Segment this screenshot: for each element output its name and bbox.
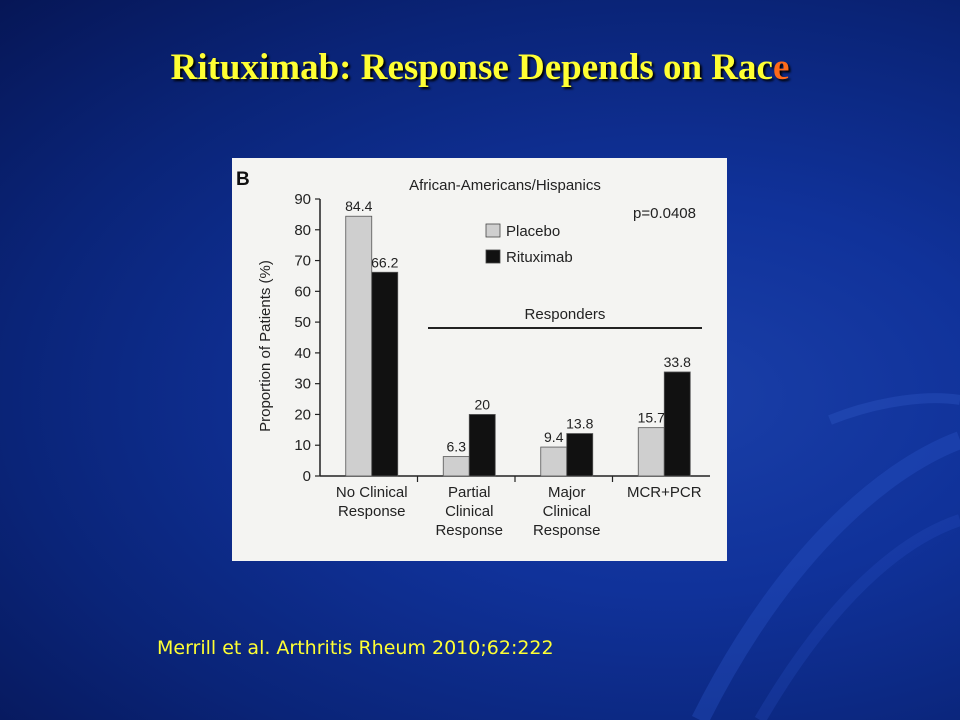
bar-rituximab-3 <box>663 371 691 477</box>
legend: Placebo Rituximab <box>485 223 573 266</box>
bars <box>345 215 691 477</box>
value-label: 15.7 <box>638 410 665 426</box>
bar-rituximab-0 <box>371 271 399 477</box>
chart-title: African-Americans/Hispanics <box>409 177 601 194</box>
bar-rituximab-2 <box>566 433 594 477</box>
y-axis-label: Proportion of Patients (%) <box>257 260 274 432</box>
y-tick-label: 20 <box>294 406 311 423</box>
chart-figure: B African-Americans/Hispanics p=0.0408 P… <box>232 158 727 561</box>
value-label: 9.4 <box>544 429 564 445</box>
citation: Merrill et al. Arthritis Rheum 2010;62:2… <box>157 637 554 659</box>
x-tick-label: MCR+PCR <box>627 484 702 501</box>
legend-swatch-placebo <box>485 223 501 238</box>
bar-placebo-3 <box>637 427 665 477</box>
bar-placebo-2 <box>540 446 568 477</box>
value-label: 33.8 <box>664 354 691 370</box>
legend-label-placebo: Placebo <box>506 223 560 240</box>
x-tick-label: Clinical <box>445 503 493 520</box>
value-label: 20 <box>474 396 490 412</box>
value-label: 84.4 <box>345 198 372 214</box>
bar-placebo-0 <box>345 215 373 477</box>
slide-title: Rituximab: Response Depends on Race <box>0 46 960 89</box>
x-tick-label: Response <box>338 503 406 520</box>
bar-placebo-1 <box>442 456 470 477</box>
x-tick-label: No Clinical <box>336 484 408 501</box>
value-label: 6.3 <box>447 439 467 455</box>
y-tick-label: 10 <box>294 437 311 454</box>
x-tick-label: Partial <box>448 484 491 501</box>
responders-label: Responders <box>525 306 606 323</box>
x-tick-label: Clinical <box>543 503 591 520</box>
title-accent: e <box>772 47 790 88</box>
value-labels: 84.4 66.2 6.3 20 9.413.8 15.7 33.8 <box>345 198 691 454</box>
x-tick-label: Response <box>435 522 503 539</box>
y-tick-label: 80 <box>294 222 311 239</box>
y-tick-label: 60 <box>294 283 311 300</box>
bar-chart: B African-Americans/Hispanics p=0.0408 P… <box>236 169 710 539</box>
y-tick-label: 70 <box>294 253 311 270</box>
panel-label: B <box>236 169 250 190</box>
title-main: Rituximab: Response Depends on Rac <box>170 47 773 88</box>
value-label: 66.2 <box>371 254 398 270</box>
value-label: 13.8 <box>566 416 593 432</box>
p-value-annotation: p=0.0408 <box>633 205 696 222</box>
legend-label-rituximab: Rituximab <box>506 249 573 266</box>
y-tick-label: 30 <box>294 376 311 393</box>
x-tick-label: Response <box>533 522 601 539</box>
legend-swatch-rituximab <box>485 249 501 264</box>
bar-rituximab-1 <box>468 414 496 477</box>
x-tick-labels: No Clinical Response Partial Clinical Respon… <box>336 484 702 539</box>
y-tick-label: 90 <box>294 191 311 208</box>
y-tick-label: 0 <box>303 468 311 485</box>
responders-bracket: Responders <box>428 306 702 329</box>
y-tick-label: 40 <box>294 345 311 362</box>
x-tick-label: Major <box>548 484 586 501</box>
axes: 0 10 20 30 40 50 60 70 80 90 <box>294 191 710 485</box>
y-tick-label: 50 <box>294 314 311 331</box>
